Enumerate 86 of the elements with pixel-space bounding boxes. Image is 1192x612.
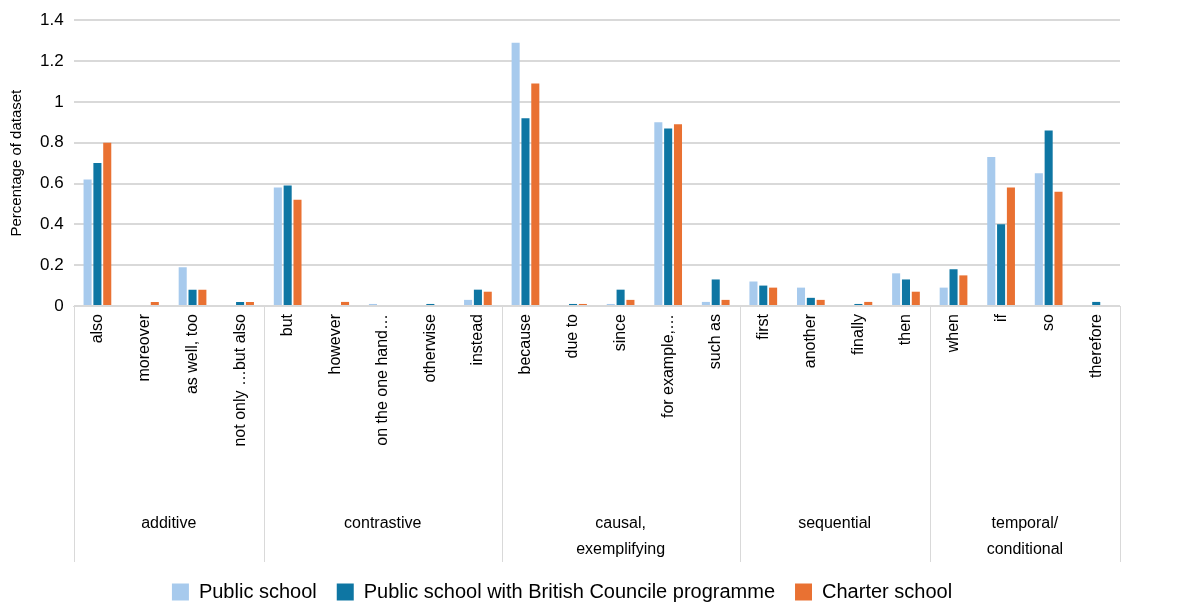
text: additive (141, 514, 197, 532)
bar (150, 301, 159, 305)
y-tick-label: 1 (54, 91, 64, 111)
y-tick-label: 0.4 (39, 214, 64, 234)
x-tick-label: due to (563, 313, 581, 359)
bar (1092, 301, 1101, 305)
bar (892, 273, 901, 305)
bar (236, 301, 245, 305)
x-tick-label: for example,… (658, 314, 676, 419)
x-tick-label: because (515, 313, 533, 375)
x-tick-label: finally (848, 314, 866, 355)
x-tick-label: so (1039, 313, 1057, 331)
bar (464, 299, 473, 305)
y-tick-label: 0.2 (39, 254, 64, 274)
bar (1006, 187, 1015, 305)
bar (816, 299, 825, 305)
bar (759, 285, 768, 305)
text: contrastive (344, 514, 422, 532)
x-tick-label: another (801, 313, 819, 369)
x-tick-label: but (278, 313, 296, 337)
bar (283, 185, 292, 305)
bar (521, 118, 530, 305)
x-tick-label: moreover (135, 313, 153, 382)
x-tick-label: not only …but also (230, 313, 248, 447)
bar (293, 199, 302, 305)
y-tick-label: 1.2 (39, 50, 64, 70)
bar (198, 289, 207, 305)
bar (473, 289, 482, 305)
bar (959, 275, 968, 305)
x-tick-label: such as (706, 314, 724, 370)
x-tick-label: also (87, 313, 105, 344)
bar (987, 156, 996, 305)
bar (341, 301, 350, 305)
bar (911, 291, 920, 305)
bar (654, 122, 663, 305)
legend-label: Public school with British Councile programme (363, 579, 776, 602)
text: causal, exemplifying (576, 514, 666, 558)
y-tick-label: 0 (54, 295, 64, 315)
bar (721, 299, 730, 305)
bar (673, 124, 683, 305)
bar (864, 301, 873, 305)
bar (749, 281, 758, 305)
bar (701, 301, 710, 305)
bar (711, 279, 720, 305)
x-tick-label: however (325, 313, 343, 375)
text: sequential (798, 514, 872, 532)
x-tick-label: instead (468, 314, 486, 366)
bar (178, 267, 187, 305)
bar (939, 287, 948, 305)
y-tick-label: 1.4 (39, 9, 64, 29)
bar (245, 301, 254, 305)
legend-label: Public school (198, 579, 317, 602)
bar (1044, 130, 1053, 305)
bar (93, 163, 102, 305)
bar (188, 289, 197, 305)
x-tick-label: if (991, 313, 1009, 322)
bar (1034, 173, 1043, 305)
bar (511, 42, 520, 305)
legend-label: Charter school (822, 579, 953, 602)
y-tick-label: 0.8 (39, 132, 64, 152)
x-tick-label: as well, too (182, 313, 200, 395)
bar (273, 187, 282, 305)
y-axis-title: Percentage of dataset (7, 88, 25, 237)
x-tick-label: then (896, 314, 914, 346)
bar (1054, 191, 1063, 305)
bar (806, 297, 815, 305)
x-tick-label: therefore (1086, 313, 1104, 379)
bar (796, 287, 806, 305)
bar (664, 128, 673, 305)
bar (949, 269, 958, 305)
bar (103, 142, 112, 305)
x-tick-label: since (611, 313, 628, 352)
bar (626, 299, 635, 305)
text: temporal/ conditional (986, 514, 1064, 558)
x-tick-label: when (943, 314, 961, 354)
y-tick-label: 0.6 (39, 173, 64, 193)
bar (83, 179, 92, 305)
bar (483, 291, 492, 305)
x-tick-label: otherwise (420, 313, 438, 383)
bar (769, 287, 778, 305)
x-tick-label: on the one hand… (373, 314, 391, 446)
bar (616, 289, 625, 305)
bar (997, 224, 1006, 305)
x-tick-label: first (753, 313, 771, 340)
bar (531, 83, 540, 305)
bar (901, 279, 910, 305)
